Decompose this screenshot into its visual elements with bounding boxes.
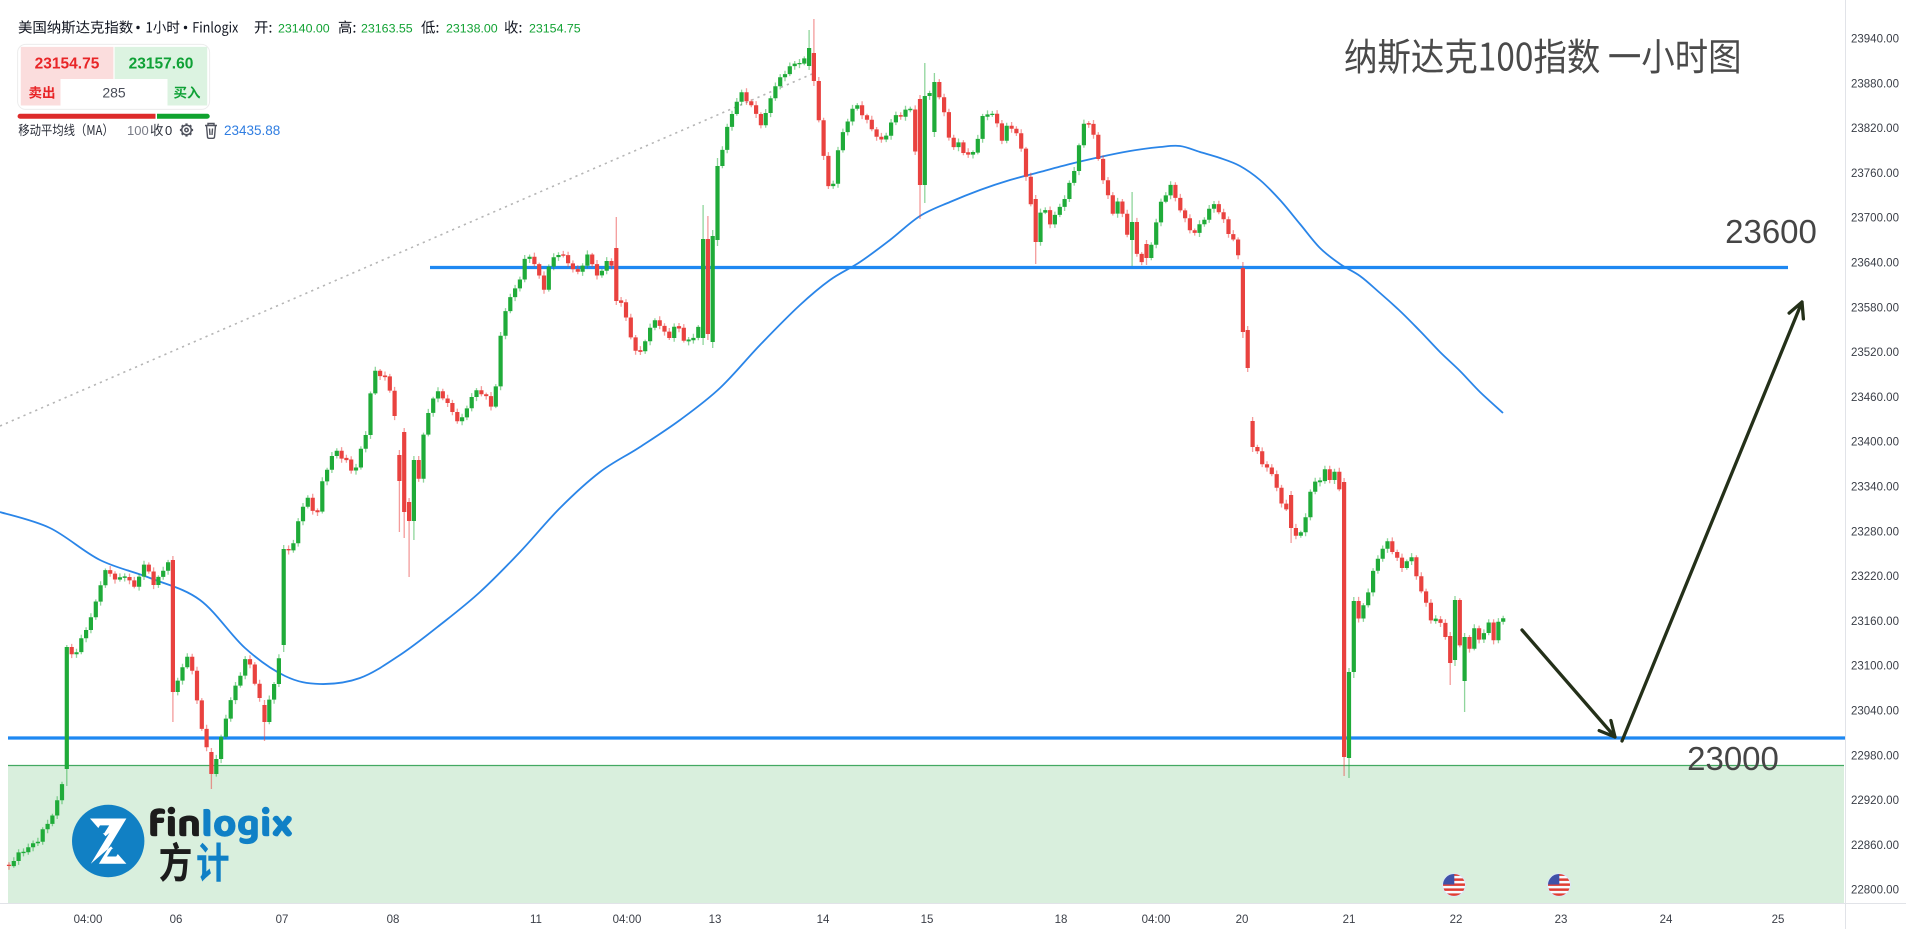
svg-text:23220.00: 23220.00 <box>1851 571 1899 583</box>
svg-text:23140.00: 23140.00 <box>278 22 330 36</box>
svg-text:22: 22 <box>1450 914 1463 926</box>
svg-text:25: 25 <box>1772 914 1785 926</box>
svg-text:20: 20 <box>1236 914 1249 926</box>
svg-text:22860.00: 22860.00 <box>1851 840 1899 852</box>
svg-text:23000: 23000 <box>1687 740 1779 777</box>
svg-text:14: 14 <box>817 914 830 926</box>
svg-text:22980.00: 22980.00 <box>1851 750 1899 762</box>
svg-text:23160.00: 23160.00 <box>1851 616 1899 628</box>
svg-text:23154.75: 23154.75 <box>529 22 581 36</box>
svg-text:04:00: 04:00 <box>74 914 103 926</box>
svg-text:23580.00: 23580.00 <box>1851 302 1899 314</box>
svg-text:23520.00: 23520.00 <box>1851 347 1899 359</box>
svg-text:23154.75: 23154.75 <box>35 56 100 73</box>
svg-text:23600: 23600 <box>1725 213 1817 250</box>
svg-text:22920.00: 22920.00 <box>1851 795 1899 807</box>
svg-text:23940.00: 23940.00 <box>1851 34 1899 46</box>
svg-text:23138.00: 23138.00 <box>446 22 498 36</box>
svg-text:23820.00: 23820.00 <box>1851 123 1899 135</box>
svg-text:08: 08 <box>387 914 400 926</box>
svg-text:23: 23 <box>1555 914 1568 926</box>
svg-text:23157.60: 23157.60 <box>129 56 194 73</box>
svg-text:15: 15 <box>921 914 934 926</box>
svg-text:23760.00: 23760.00 <box>1851 168 1899 180</box>
svg-text:23340.00: 23340.00 <box>1851 482 1899 494</box>
svg-text:22800.00: 22800.00 <box>1851 885 1899 897</box>
svg-text:18: 18 <box>1055 914 1068 926</box>
svg-text:23700.00: 23700.00 <box>1851 213 1899 225</box>
svg-text:0: 0 <box>165 123 172 138</box>
svg-text:23435.88: 23435.88 <box>224 123 280 138</box>
svg-text:13: 13 <box>709 914 722 926</box>
svg-text:23100.00: 23100.00 <box>1851 661 1899 673</box>
svg-text:21: 21 <box>1343 914 1356 926</box>
svg-text:23460.00: 23460.00 <box>1851 392 1899 404</box>
svg-text:04:00: 04:00 <box>1142 914 1171 926</box>
svg-text:23640.00: 23640.00 <box>1851 258 1899 270</box>
svg-text:285: 285 <box>102 85 126 101</box>
svg-text:23880.00: 23880.00 <box>1851 78 1899 90</box>
svg-text:24: 24 <box>1660 914 1673 926</box>
svg-text:11: 11 <box>530 914 542 926</box>
svg-text:23163.55: 23163.55 <box>361 22 413 36</box>
svg-text:23400.00: 23400.00 <box>1851 437 1899 449</box>
svg-text:04:00: 04:00 <box>613 914 642 926</box>
svg-text:100: 100 <box>127 123 149 138</box>
svg-text:23040.00: 23040.00 <box>1851 706 1899 718</box>
svg-text:07: 07 <box>276 914 289 926</box>
svg-text:06: 06 <box>170 914 183 926</box>
svg-text:23280.00: 23280.00 <box>1851 526 1899 538</box>
